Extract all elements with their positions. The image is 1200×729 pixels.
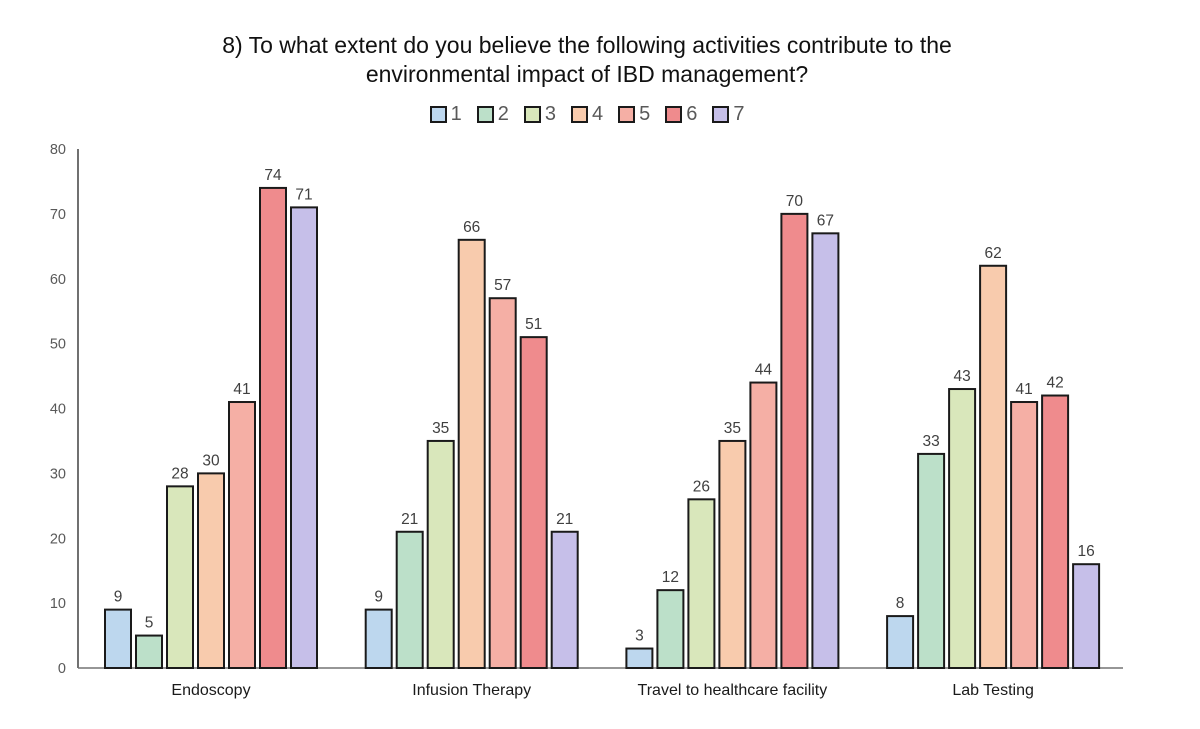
bar-value-label: 62 (984, 245, 1001, 262)
y-tick-label: 80 (50, 142, 66, 158)
bar-value-label: 21 (556, 511, 573, 528)
legend-item-6: 6 (665, 103, 697, 126)
legend-label: 5 (639, 103, 651, 125)
bar-series-1 (364, 608, 393, 669)
bar-series-5 (228, 401, 256, 669)
legend-item-3: 3 (523, 103, 556, 126)
bar-series-7 (550, 530, 579, 670)
bar-value-label: 30 (202, 452, 220, 469)
category-label: Infusion Therapy (412, 682, 531, 699)
legend-label: 7 (733, 103, 745, 125)
bar-value-label: 5 (145, 615, 154, 632)
legend-item-4: 4 (570, 103, 604, 126)
legend-item-7: 7 (712, 103, 744, 126)
bar-series-6 (780, 212, 809, 669)
bar-series-2 (395, 530, 424, 670)
legend-swatch-icon (476, 106, 494, 123)
bar-value-label: 44 (755, 362, 773, 379)
legend-label: 3 (544, 103, 556, 125)
y-tick-label: 0 (58, 661, 66, 677)
bar-series-2 (135, 634, 163, 669)
bar-value-label: 57 (494, 277, 511, 294)
bar-series-4 (718, 439, 747, 669)
bar-value-label: 67 (817, 212, 834, 229)
legend-label: 1 (450, 103, 462, 125)
y-tick-label: 60 (50, 272, 66, 288)
bar-series-3 (426, 439, 455, 669)
bar-series-2 (656, 589, 685, 670)
bar-value-label: 71 (295, 186, 312, 203)
y-tick-label: 10 (50, 596, 66, 612)
bar-value-label: 9 (114, 589, 123, 606)
legend-item-2: 2 (476, 103, 509, 126)
bar-value-label: 51 (525, 316, 542, 333)
y-tick-label: 70 (50, 207, 66, 223)
bar-value-label: 26 (693, 478, 710, 495)
bar-value-label: 16 (1077, 543, 1094, 560)
bar-value-label: 9 (374, 589, 383, 606)
bar-series-5 (749, 381, 778, 669)
bar-value-label: 3 (635, 628, 644, 645)
legend-label: 6 (686, 103, 698, 125)
bar-value-label: 8 (896, 595, 905, 612)
bar-value-label: 74 (264, 167, 282, 184)
bar-series-6 (259, 186, 287, 670)
bar-series-7 (1072, 563, 1101, 670)
bar-value-label: 28 (171, 465, 188, 482)
bar-series-6 (519, 336, 548, 669)
bar-series-3 (948, 388, 977, 669)
legend-swatch-icon (570, 106, 588, 123)
legend-swatch-icon (523, 106, 541, 123)
chart-legend: 1 2 3 4 5 6 7 (0, 103, 1174, 126)
bar-value-label: 41 (1015, 381, 1032, 398)
bar-value-label: 42 (1046, 375, 1063, 392)
bar-series-4 (457, 238, 486, 669)
bar-series-6 (1041, 394, 1070, 669)
legend-label: 4 (591, 103, 604, 125)
bar-value-label: 41 (233, 381, 250, 398)
legend-swatch-icon (429, 106, 447, 123)
bar-value-label: 35 (432, 420, 449, 437)
bar-value-label: 12 (662, 569, 679, 586)
legend-swatch-icon (712, 106, 730, 123)
bar-value-label: 43 (953, 368, 970, 385)
bar-value-label: 35 (724, 420, 741, 437)
bar-value-label: 21 (401, 511, 418, 528)
bar-series-3 (166, 485, 194, 669)
y-tick-label: 40 (50, 402, 66, 418)
bar-series-1 (104, 608, 132, 669)
bar-series-1 (886, 615, 915, 669)
category-label: Travel to healthcare facility (638, 682, 828, 699)
y-tick-label: 30 (50, 466, 66, 482)
legend-swatch-icon (618, 106, 636, 123)
category-label: Endoscopy (171, 682, 250, 699)
bar-series-1 (625, 647, 654, 669)
legend-item-5: 5 (618, 103, 650, 126)
bar-series-3 (687, 498, 716, 670)
legend-swatch-icon (665, 106, 683, 123)
bar-value-label: 70 (786, 193, 804, 210)
bar-series-7 (290, 206, 318, 669)
bar-series-5 (1010, 401, 1039, 669)
bar-value-label: 33 (922, 433, 939, 450)
bar-series-4 (979, 264, 1008, 669)
bar-series-2 (917, 452, 946, 669)
bar-series-4 (197, 472, 225, 669)
legend-item-1: 1 (429, 103, 462, 126)
legend-label: 2 (497, 103, 509, 125)
bar-value-label: 66 (463, 219, 480, 236)
bar-series-5 (488, 297, 517, 669)
bar-series-7 (811, 232, 840, 669)
y-tick-label: 20 (50, 531, 66, 547)
category-label: Lab Testing (952, 682, 1034, 699)
chart-title: 8) To what extent do you believe the fol… (222, 32, 952, 88)
y-tick-label: 50 (50, 337, 66, 353)
